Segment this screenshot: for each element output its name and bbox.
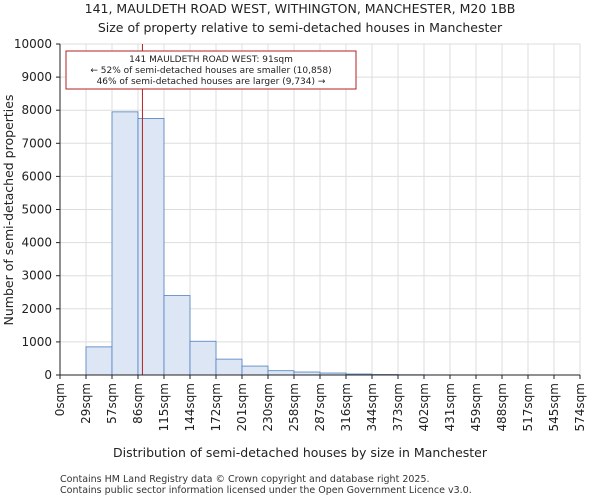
axes: 0 1000 2000 3000 4000 5000 6000 7000 8000 9000 100… bbox=[14, 37, 587, 431]
histogram-bar bbox=[241, 365, 269, 376]
annotation-box: 141 MAULDETH ROAD WEST: 91sqm ← 52% of s… bbox=[65, 50, 357, 90]
y-tick-label: 5000 bbox=[21, 203, 52, 217]
y-tick-label: 6000 bbox=[21, 169, 52, 183]
x-tick-label: 57sqm bbox=[105, 383, 119, 424]
chart-subtitle: Size of property relative to semi-detach… bbox=[98, 20, 503, 35]
y-tick-label: 4000 bbox=[21, 236, 52, 250]
x-tick-label: 316sqm bbox=[339, 383, 353, 431]
annotation-line-3: 46% of semi-detached houses are larger (… bbox=[97, 77, 326, 87]
x-tick-label: 86sqm bbox=[131, 383, 145, 424]
y-tick-label: 3000 bbox=[21, 269, 52, 283]
y-tick-label: 1000 bbox=[21, 335, 52, 349]
annotation-line-2: ← 52% of semi-detached houses are smalle… bbox=[90, 66, 331, 76]
x-tick-label: 459sqm bbox=[469, 383, 483, 431]
x-tick-label: 287sqm bbox=[313, 383, 327, 431]
y-tick-label: 0 bbox=[44, 368, 52, 382]
x-tick-label: 574sqm bbox=[573, 383, 587, 431]
x-tick-label: 344sqm bbox=[365, 383, 379, 431]
y-tick-label: 10000 bbox=[14, 37, 52, 51]
chart-title: 141, MAULDETH ROAD WEST, WITHINGTON, MAN… bbox=[85, 1, 516, 16]
histogram-bar bbox=[267, 370, 295, 376]
annotation-line-1: 141 MAULDETH ROAD WEST: 91sqm bbox=[129, 55, 293, 65]
y-tick-label: 9000 bbox=[21, 70, 52, 84]
y-tick-label: 8000 bbox=[21, 103, 52, 117]
x-axis-label: Distribution of semi-detached houses by … bbox=[113, 445, 488, 460]
y-axis-label: Number of semi-detached properties bbox=[1, 95, 16, 326]
x-tick-label: 201sqm bbox=[235, 383, 249, 431]
x-tick-label: 29sqm bbox=[79, 383, 93, 424]
y-tick-label: 7000 bbox=[21, 136, 52, 150]
x-tick-label: 144sqm bbox=[183, 383, 197, 431]
x-tick-label: 0sqm bbox=[53, 383, 67, 416]
x-tick-label: 517sqm bbox=[521, 383, 535, 431]
histogram-bar bbox=[85, 346, 113, 376]
x-tick-label: 172sqm bbox=[209, 383, 223, 431]
x-tick-label: 402sqm bbox=[417, 383, 431, 431]
histogram-bar bbox=[111, 111, 139, 376]
histogram-bar bbox=[137, 118, 165, 376]
y-tick-label: 2000 bbox=[21, 302, 52, 316]
x-tick-label: 115sqm bbox=[157, 383, 171, 431]
annotation-frame bbox=[65, 50, 357, 90]
histogram-bar bbox=[215, 358, 243, 376]
x-tick-label: 431sqm bbox=[443, 383, 457, 431]
histogram-bar bbox=[163, 295, 191, 376]
x-tick-label: 373sqm bbox=[391, 383, 405, 431]
footer-line-2: Contains public sector information licen… bbox=[60, 485, 472, 496]
x-tick-label: 258sqm bbox=[287, 383, 301, 431]
histogram-bar bbox=[189, 340, 217, 376]
x-tick-label: 230sqm bbox=[261, 383, 275, 431]
footer-line-1: Contains HM Land Registry data © Crown c… bbox=[60, 474, 430, 485]
x-tick-label: 488sqm bbox=[495, 383, 509, 431]
x-tick-label: 545sqm bbox=[547, 383, 561, 431]
